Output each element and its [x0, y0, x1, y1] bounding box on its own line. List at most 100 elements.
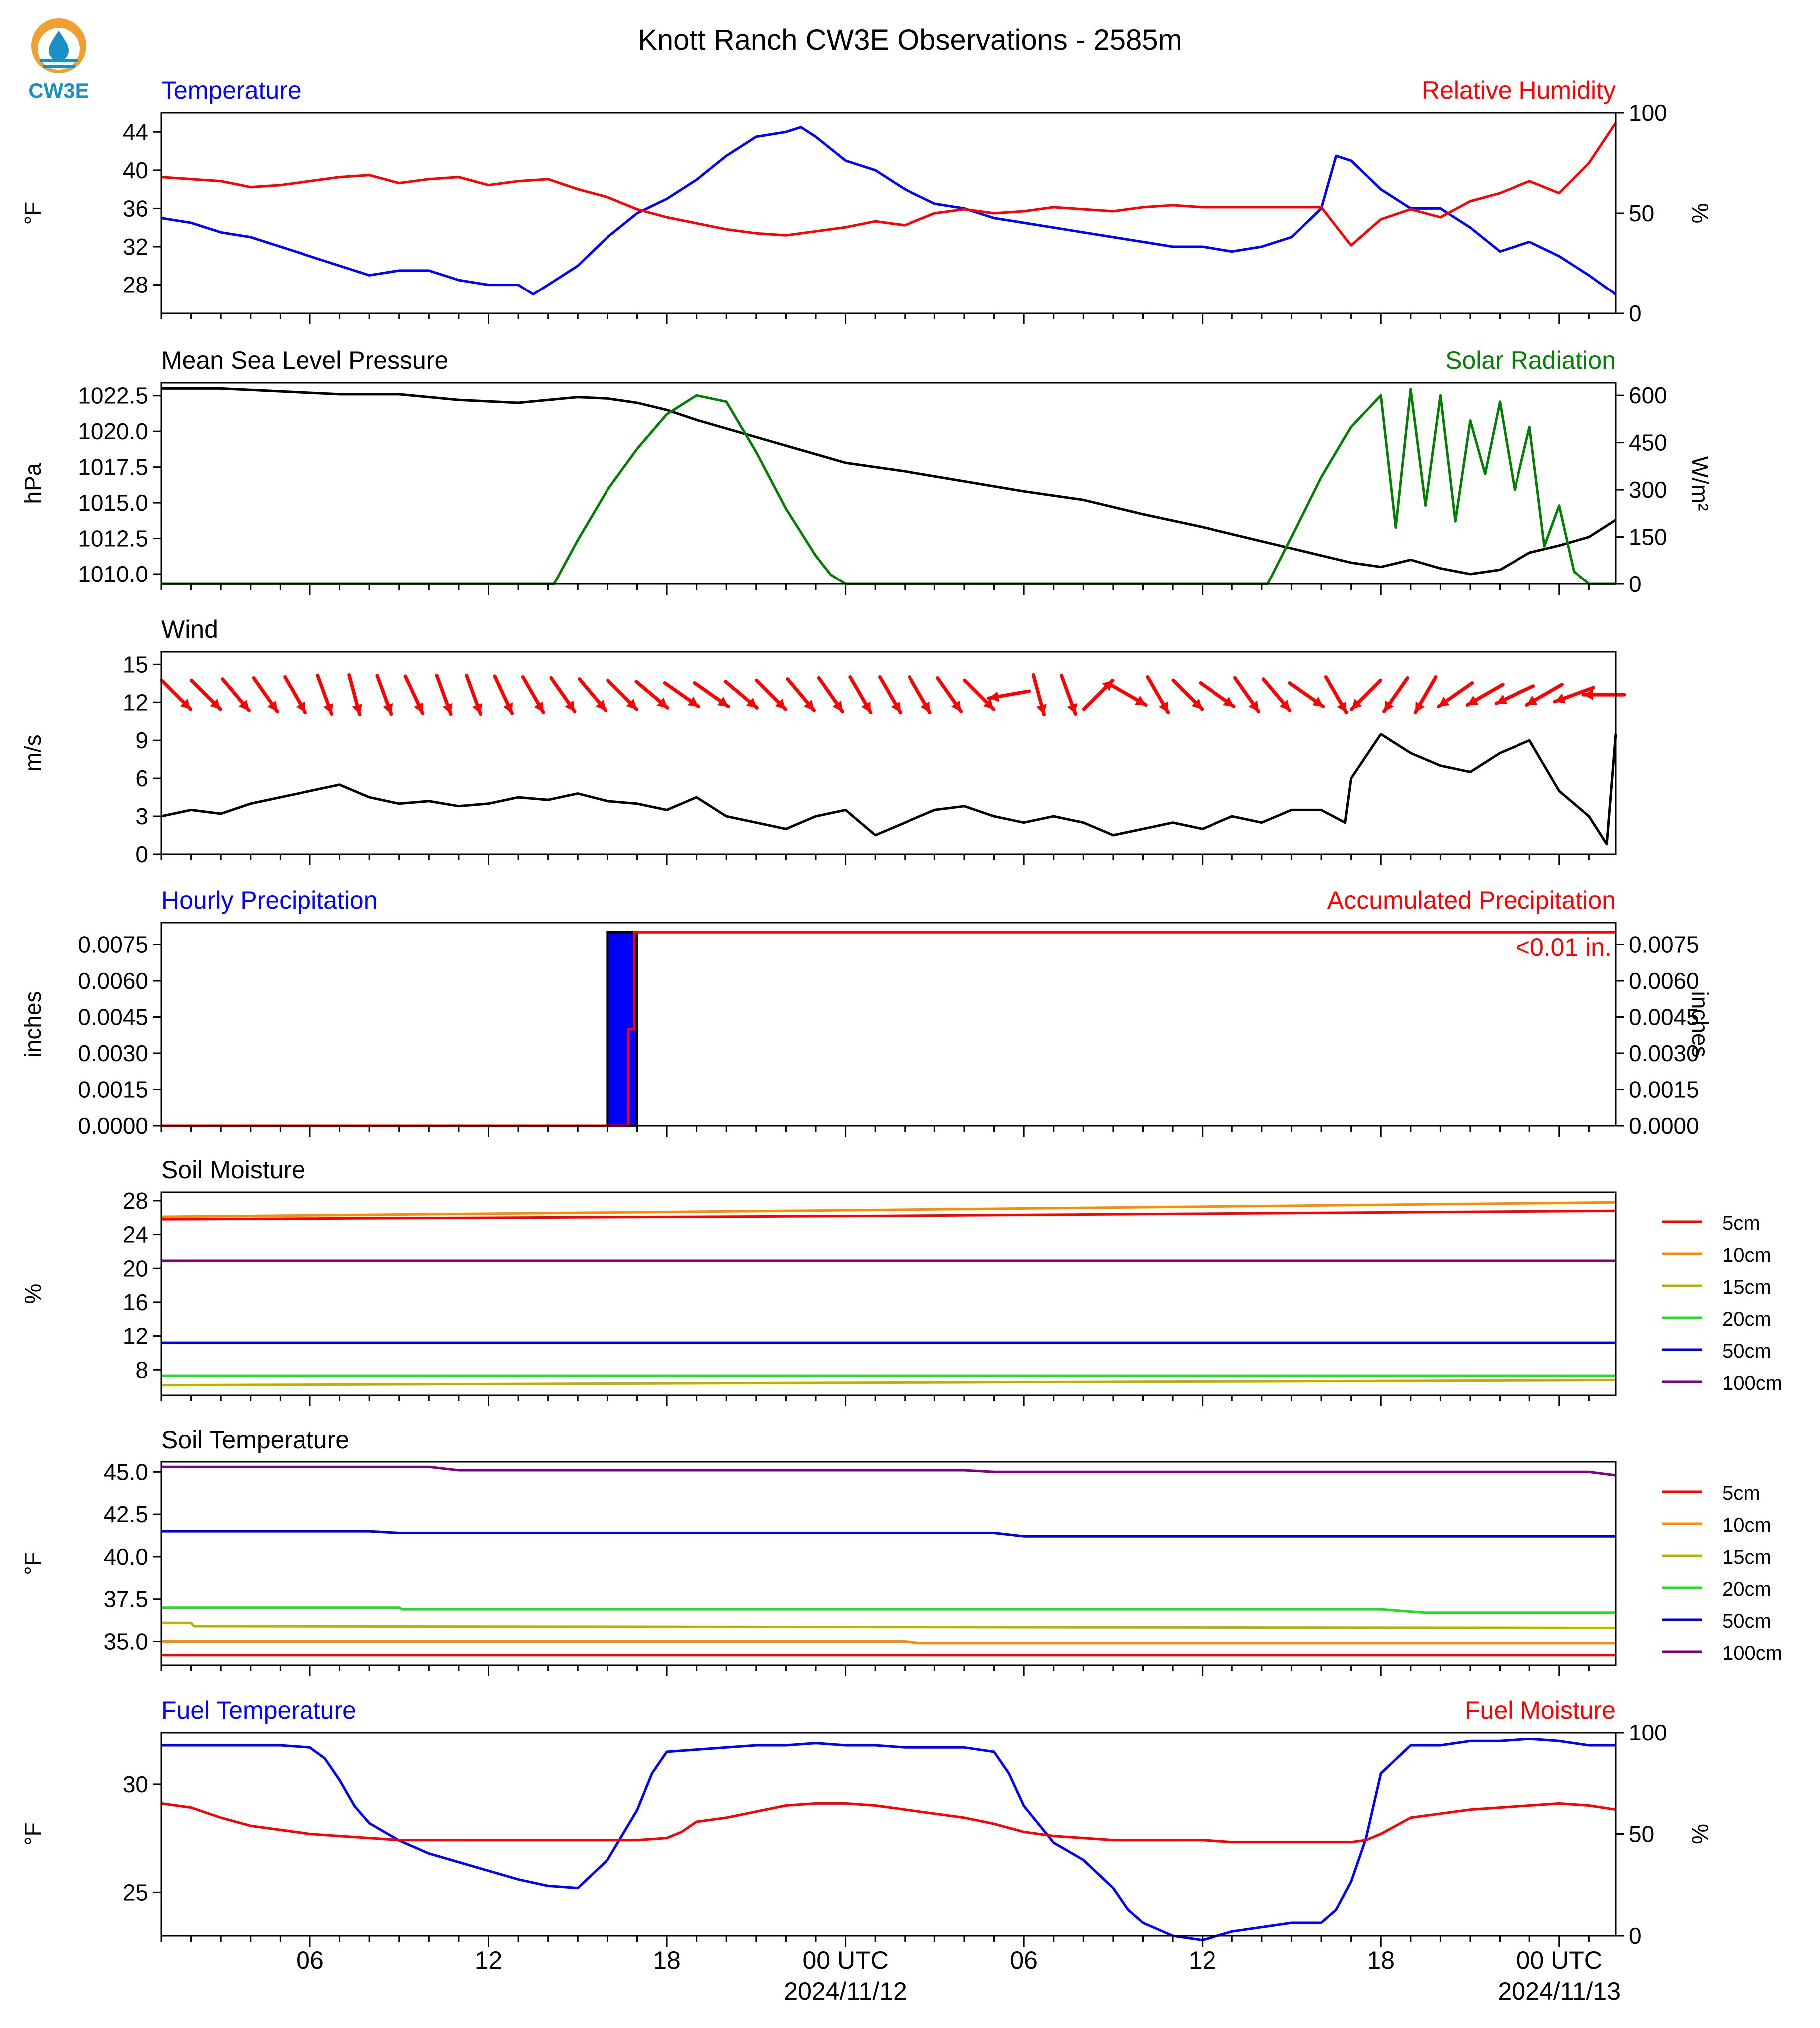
wind-arrowhead [383, 703, 393, 714]
series-line-15cm [161, 1621, 1616, 1629]
y-tick-label: 3 [135, 803, 148, 829]
panel-title-right: Fuel Moisture [1465, 1696, 1616, 1724]
wind-arrowhead [1159, 701, 1168, 713]
y-tick-label-right: 100 [1629, 100, 1667, 126]
x-tick-label: 18 [653, 1946, 681, 1974]
wind-arrowhead [626, 698, 637, 710]
y-tick-label-right: 0 [1629, 1923, 1642, 1949]
series-line-right [161, 1802, 1616, 1844]
panel-title-left: Soil Temperature [161, 1426, 349, 1453]
y-tick-label: 0.0075 [78, 932, 148, 958]
y-tick-label: 12 [123, 689, 148, 715]
x-tick-label: 06 [1010, 1946, 1038, 1974]
x-tick-label: 00 UTC [802, 1946, 888, 1974]
wind-arrowhead [1415, 701, 1425, 713]
y-axis-label-right: % [1687, 1824, 1713, 1844]
logo-wave-2 [43, 65, 75, 68]
series-line-main [161, 733, 1617, 846]
legend-label: 50cm [1722, 1610, 1771, 1632]
y-tick-label-right: 0.0060 [1629, 968, 1699, 994]
wind-arrowhead [503, 702, 513, 714]
wind-arrowhead [414, 702, 424, 714]
y-tick-label: 32 [123, 234, 148, 260]
panel-2: 1010.0 1012.5 1015.0 1017.5 1020.0 1022.5 0 150… [20, 346, 1713, 597]
y-tick-label-right: 300 [1629, 477, 1667, 503]
y-axis-label: °F [20, 1822, 46, 1846]
y-tick-label: 36 [123, 195, 148, 221]
wind-arrowhead [238, 699, 249, 711]
y-axis-label-right: inches [1687, 991, 1713, 1058]
y-axis-label: m/s [20, 734, 46, 771]
chart-title: Knott Ranch CW3E Observations - 2585m [638, 24, 1182, 56]
logo-drop-icon [49, 31, 69, 61]
y-tick-label-right: 0 [1629, 571, 1642, 597]
y-tick-label: 1017.5 [78, 454, 148, 480]
y-tick-label: 35.0 [103, 1629, 148, 1655]
wind-arrowhead [472, 703, 483, 714]
wind-arrowhead [534, 701, 544, 713]
series-line-right [161, 388, 1616, 585]
legend-label: 100cm [1722, 1372, 1782, 1394]
y-tick-label: 42.5 [103, 1501, 148, 1527]
wind-arrowhead [1248, 700, 1259, 712]
panel-5: 8 12 16 20 24 28 Soil Moisture% [20, 1156, 1617, 1406]
y-axis-label: °F [20, 1552, 46, 1575]
y-tick-label: 1015.0 [78, 490, 148, 516]
wind-arrowhead [296, 701, 305, 713]
wind-arrowhead [180, 698, 191, 710]
logo-wave-1 [40, 59, 78, 62]
y-tick-label: 12 [123, 1323, 148, 1349]
panel-title-left: Fuel Temperature [161, 1696, 356, 1724]
y-axis-label-right: W/m² [1687, 456, 1713, 511]
panel-title-left: Soil Moisture [161, 1156, 305, 1184]
wind-arrowhead [983, 698, 994, 710]
wind-arrowhead [1351, 698, 1362, 710]
precip-annotation: <0.01 in. [1516, 933, 1612, 961]
y-tick-label: 0.0000 [78, 1113, 148, 1139]
wind-arrowhead [920, 701, 930, 713]
wind-arrowhead [267, 700, 278, 712]
legend-label: 50cm [1722, 1340, 1771, 1362]
y-axis-label-right: % [1687, 203, 1713, 224]
plot-area [161, 1462, 1616, 1665]
wind-arrowhead [951, 700, 961, 712]
plot-frame [160, 382, 1617, 585]
y-tick-label-right: 600 [1629, 382, 1667, 408]
cw3e-logo: CW3E [28, 18, 89, 102]
wind-arrowhead [1279, 699, 1290, 711]
y-tick-label: 1010.0 [78, 561, 148, 587]
y-tick-label-right: 100 [1629, 1720, 1667, 1745]
y-tick-label-right: 0 [1629, 300, 1642, 326]
y-tick-label: 0.0015 [78, 1077, 148, 1103]
wind-arrowhead [891, 701, 901, 713]
x-tick-label: 12 [475, 1946, 503, 1974]
y-tick-label: 0 [135, 841, 148, 867]
panel-3: 0 3 6 9 12 15 Wind m/s [20, 615, 1626, 867]
wind-arrowhead [687, 696, 699, 707]
wind-arrowhead [1526, 695, 1538, 705]
plot-area [161, 113, 1616, 313]
panel-title-left: Hourly Precipitation [161, 886, 378, 914]
y-tick-label: 37.5 [103, 1586, 148, 1612]
series-line-50cm [161, 1530, 1616, 1538]
y-tick-label: 1012.5 [78, 526, 148, 552]
legend-label: 10cm [1722, 1244, 1771, 1266]
legend-soil-temperature: 5cm 10cm 15cm 20cm 50cm 100cm [1662, 1482, 1782, 1664]
legend-label: 5cm [1722, 1212, 1760, 1234]
x-tick-label: 18 [1367, 1946, 1395, 1974]
wind-arrowhead [1384, 700, 1394, 712]
y-tick-label: 20 [123, 1255, 148, 1281]
wind-arrowhead [210, 698, 221, 710]
y-axis-label: °F [20, 202, 46, 225]
y-tick-label: 15 [123, 651, 148, 677]
plot-area [161, 1192, 1616, 1395]
legend-label: 20cm [1722, 1308, 1771, 1330]
y-tick-label: 40 [123, 157, 148, 183]
wind-arrowhead [442, 703, 453, 714]
y-tick-label: 9 [135, 727, 148, 753]
panel-title-left: Wind [161, 615, 218, 643]
y-tick-label: 8 [135, 1357, 148, 1383]
y-tick-label: 0.0045 [78, 1004, 148, 1030]
plot-frame [160, 922, 1617, 1127]
